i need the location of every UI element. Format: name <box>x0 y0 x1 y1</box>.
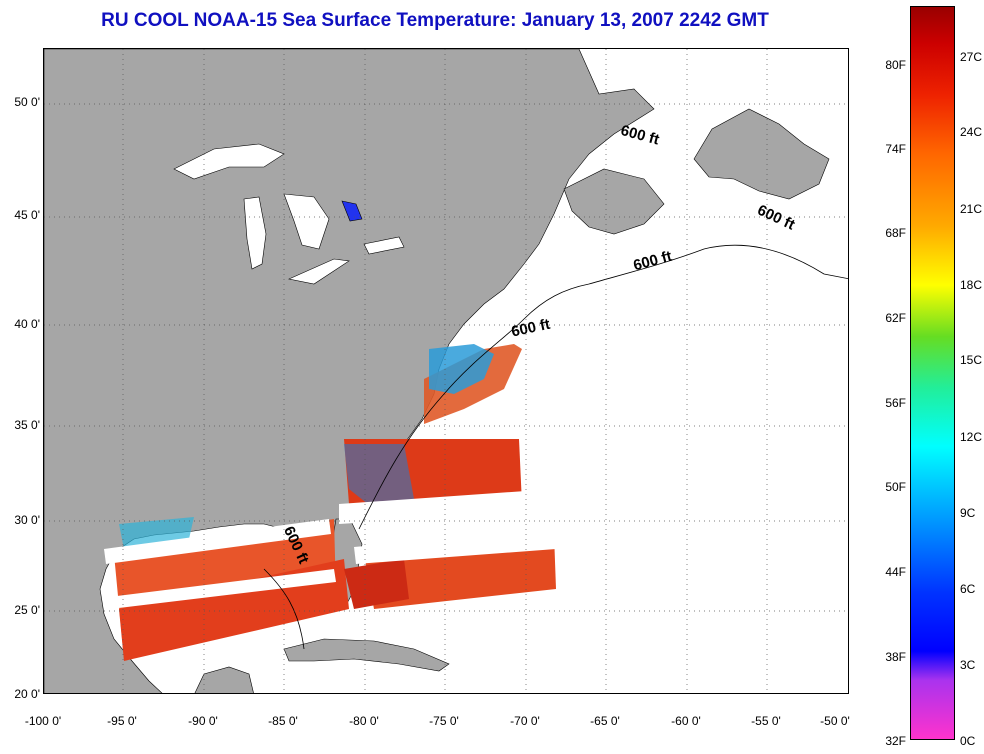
lat-label: 35 0' <box>14 418 40 432</box>
colorbar-celsius-label: 27C <box>960 50 983 64</box>
lat-label: 30 0' <box>14 513 40 527</box>
land-maritimes <box>563 168 665 235</box>
colorbar-fahrenheit-label: 62F <box>885 311 906 325</box>
map-title: RU COOL NOAA-15 Sea Surface Temperature:… <box>101 10 769 31</box>
swath-gap-1 <box>339 489 556 524</box>
lat-label: 20 0' <box>14 687 40 701</box>
lon-label: -85 0' <box>268 714 298 728</box>
sst-mid-atlantic-cool <box>429 344 494 394</box>
lon-label: -65 0' <box>590 714 620 728</box>
lon-label: -100 0' <box>24 714 62 728</box>
colorbar-fahrenheit-label: 32F <box>885 734 906 748</box>
colorbar-celsius-label: 18C <box>960 278 983 292</box>
contour-label: 600 ft <box>510 316 552 341</box>
land-cuba <box>283 638 450 672</box>
land-yucatan <box>194 666 254 693</box>
sst-swaths <box>104 344 556 661</box>
lake-nipissing <box>341 200 363 222</box>
lon-label: -95 0' <box>107 714 137 728</box>
colorbar-fahrenheit-label: 56F <box>885 396 906 410</box>
contour-label: 600 ft <box>631 248 673 275</box>
lon-label: -50 0' <box>820 714 850 728</box>
colorbar-fahrenheit-label: 74F <box>885 142 906 156</box>
swath-gap-4 <box>109 569 336 609</box>
sst-atlantic-band1-cool <box>344 444 414 509</box>
lat-label: 45 0' <box>14 208 40 222</box>
lake-michigan <box>243 196 267 270</box>
lon-label: -80 0' <box>349 714 379 728</box>
map-canvas: 600 ft 600 ft 600 ft 600 ft 600 ft <box>44 49 848 693</box>
swath-gap-3 <box>104 519 331 564</box>
land-newfoundland <box>693 108 830 200</box>
swath-gap-2 <box>354 529 556 564</box>
colorbar-celsius-label: 0C <box>960 734 976 748</box>
lon-label: -75 0' <box>429 714 459 728</box>
colorbar-celsius-label: 15C <box>960 353 983 367</box>
lake-superior <box>173 143 285 180</box>
lat-label: 25 0' <box>14 603 40 617</box>
temperature-colorbar <box>910 6 955 740</box>
colorbar-fahrenheit-label: 50F <box>885 480 906 494</box>
lon-label: -55 0' <box>751 714 781 728</box>
lon-label: -60 0' <box>671 714 701 728</box>
lat-label: 40 0' <box>14 317 40 331</box>
contour-label: 600 ft <box>755 202 798 234</box>
colorbar-celsius-label: 9C <box>960 506 976 520</box>
sst-map: 600 ft 600 ft 600 ft 600 ft 600 ft <box>43 48 849 694</box>
lon-label: -90 0' <box>188 714 218 728</box>
isobath-600ft <box>263 244 848 650</box>
lake-huron <box>283 193 330 250</box>
lon-label: -70 0' <box>510 714 540 728</box>
lake-erie <box>288 258 350 285</box>
colorbar-fahrenheit-label: 80F <box>885 58 906 72</box>
contour-label: 600 ft <box>619 122 661 149</box>
colorbar-fahrenheit-label: 68F <box>885 226 906 240</box>
colorbar-fahrenheit-label: 38F <box>885 650 906 664</box>
lat-label: 50 0' <box>14 95 40 109</box>
colorbar-celsius-label: 6C <box>960 582 976 596</box>
sst-florida-strait <box>344 559 409 609</box>
colorbar-celsius-label: 24C <box>960 125 983 139</box>
colorbar-celsius-label: 12C <box>960 430 983 444</box>
lake-ontario <box>363 236 405 255</box>
colorbar-fahrenheit-label: 44F <box>885 565 906 579</box>
colorbar-celsius-label: 21C <box>960 202 983 216</box>
colorbar-celsius-label: 3C <box>960 658 976 672</box>
